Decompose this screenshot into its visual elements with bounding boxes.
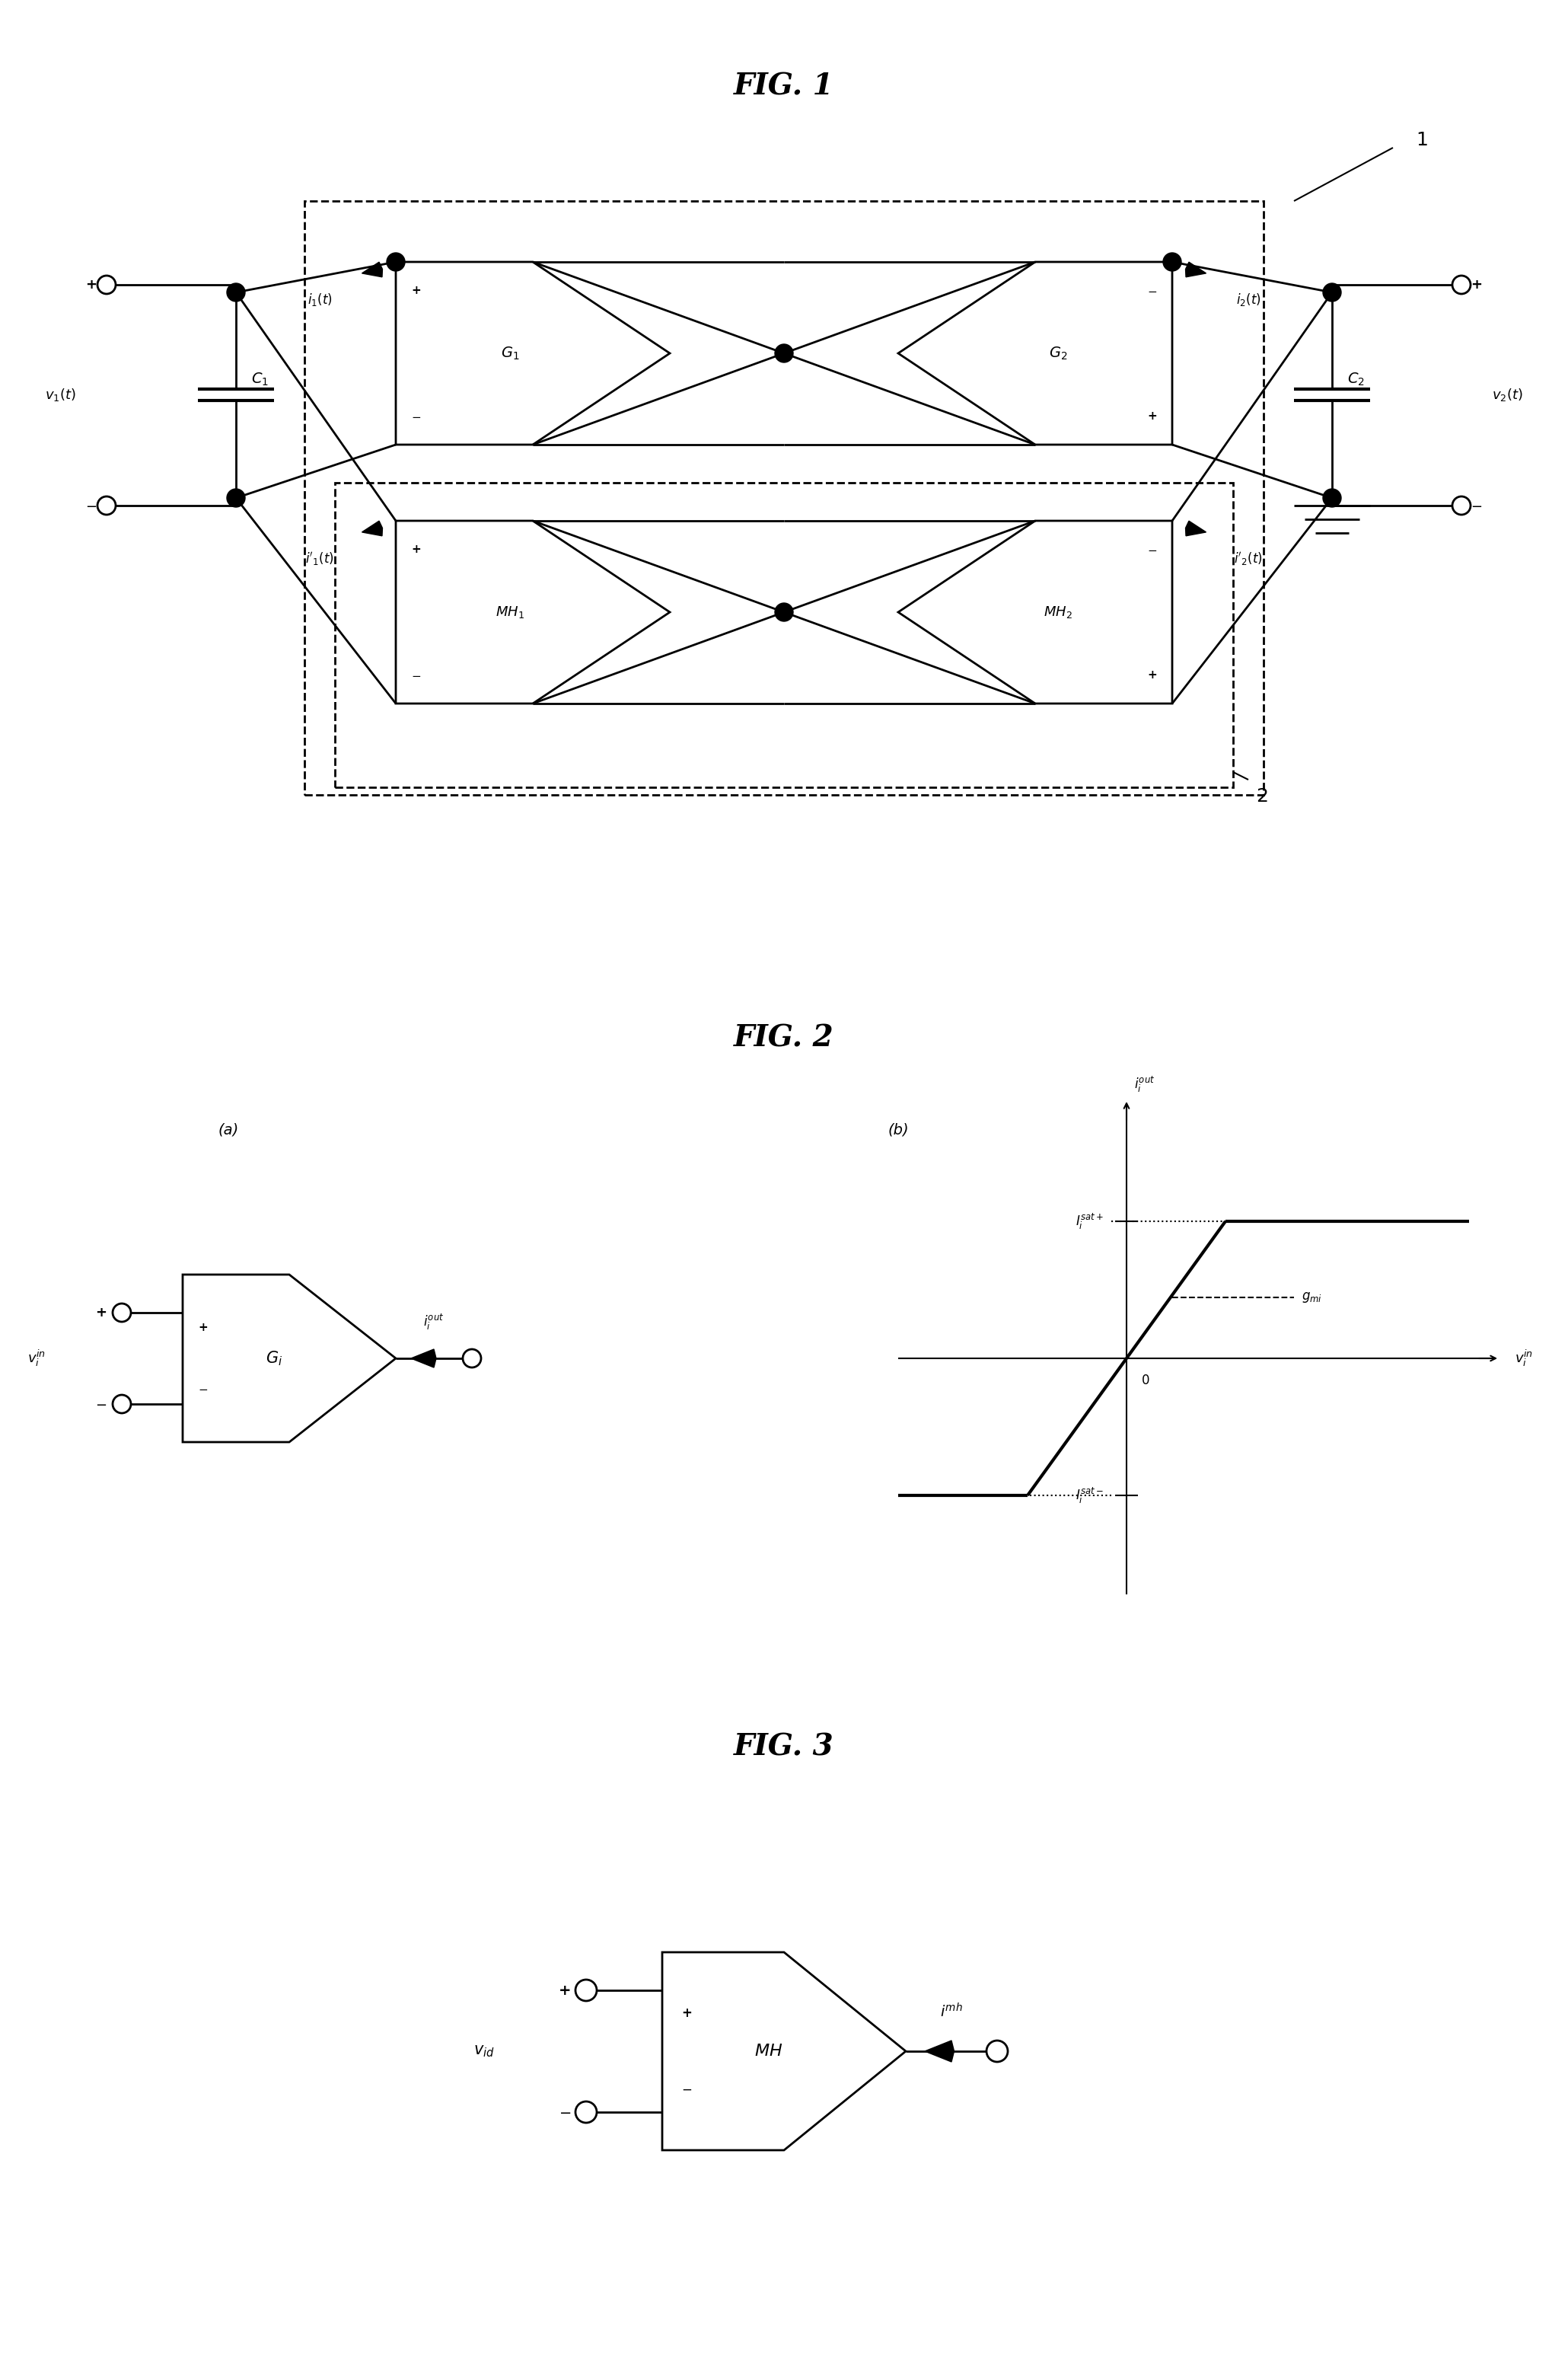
Text: $G_i$: $G_i$ <box>265 1349 282 1368</box>
Text: $i_i^{out}$: $i_i^{out}$ <box>423 1314 444 1333</box>
Text: +: + <box>96 1306 107 1321</box>
Text: +: + <box>558 1982 571 1996</box>
Circle shape <box>1323 282 1341 301</box>
Text: $i'_2(t)$: $i'_2(t)$ <box>1234 550 1262 567</box>
Text: +: + <box>1148 669 1157 680</box>
Text: $C_1$: $C_1$ <box>251 372 268 386</box>
Circle shape <box>227 488 245 507</box>
Text: FIG. 1: FIG. 1 <box>734 74 834 102</box>
Text: $i_2(t)$: $i_2(t)$ <box>1236 292 1261 308</box>
Text: $i'_1(t)$: $i'_1(t)$ <box>306 550 334 567</box>
Text: FIG. 3: FIG. 3 <box>734 1733 834 1762</box>
Text: FIG. 2: FIG. 2 <box>734 1024 834 1053</box>
Text: $v_i^{in}$: $v_i^{in}$ <box>1515 1349 1534 1368</box>
Text: $v_2(t)$: $v_2(t)$ <box>1491 386 1523 403</box>
Text: $G_1$: $G_1$ <box>500 346 519 360</box>
Text: $i_1(t)$: $i_1(t)$ <box>307 292 332 308</box>
Polygon shape <box>925 2041 953 2063</box>
Text: 0: 0 <box>1142 1373 1149 1387</box>
Text: +: + <box>1148 410 1157 422</box>
Text: $g_{mi}$: $g_{mi}$ <box>1301 1290 1322 1304</box>
Text: $-$: $-$ <box>1146 285 1157 296</box>
Text: (a): (a) <box>218 1124 238 1138</box>
Text: $I_i^{sat+}$: $I_i^{sat+}$ <box>1076 1212 1104 1231</box>
Text: $-$: $-$ <box>96 1397 107 1411</box>
Text: $G_2$: $G_2$ <box>1049 346 1068 360</box>
Text: $MH_2$: $MH_2$ <box>1044 605 1073 619</box>
Circle shape <box>1323 488 1341 507</box>
Text: $I_i^{sat-}$: $I_i^{sat-}$ <box>1076 1487 1104 1506</box>
Text: $-$: $-$ <box>198 1382 209 1394</box>
Text: 1: 1 <box>1416 130 1428 149</box>
Text: 2: 2 <box>1256 787 1269 806</box>
Text: $-$: $-$ <box>411 410 422 422</box>
Circle shape <box>387 254 405 270</box>
Text: +: + <box>198 1323 207 1333</box>
Text: $MH$: $MH$ <box>754 2044 782 2058</box>
Circle shape <box>227 282 245 301</box>
Polygon shape <box>411 1349 436 1368</box>
Text: $-$: $-$ <box>86 498 97 512</box>
Text: $-$: $-$ <box>1146 543 1157 555</box>
Polygon shape <box>1185 263 1206 277</box>
Bar <box>336 484 1232 787</box>
Polygon shape <box>362 263 383 277</box>
Circle shape <box>1163 254 1181 270</box>
Text: $C_2$: $C_2$ <box>1347 372 1364 386</box>
Text: $i_i^{out}$: $i_i^{out}$ <box>1134 1074 1156 1093</box>
Text: $i^{mh}$: $i^{mh}$ <box>941 2003 963 2020</box>
Text: $-$: $-$ <box>681 2082 691 2096</box>
Circle shape <box>775 602 793 621</box>
Text: $MH_1$: $MH_1$ <box>495 605 524 619</box>
Polygon shape <box>1185 522 1206 536</box>
Text: +: + <box>411 543 420 555</box>
Text: +: + <box>411 285 420 296</box>
Text: +: + <box>1471 277 1482 292</box>
Text: (b): (b) <box>887 1124 909 1138</box>
Text: $-$: $-$ <box>411 669 422 680</box>
Bar <box>304 202 1264 794</box>
Text: $-$: $-$ <box>558 2105 571 2120</box>
Text: $v_1(t)$: $v_1(t)$ <box>45 386 77 403</box>
Text: $v_{id}$: $v_{id}$ <box>474 2044 495 2058</box>
Polygon shape <box>362 522 383 536</box>
Text: +: + <box>86 277 97 292</box>
Circle shape <box>775 344 793 363</box>
Text: +: + <box>681 2006 691 2020</box>
Text: $v_i^{in}$: $v_i^{in}$ <box>27 1349 45 1368</box>
Text: $-$: $-$ <box>1471 498 1482 512</box>
